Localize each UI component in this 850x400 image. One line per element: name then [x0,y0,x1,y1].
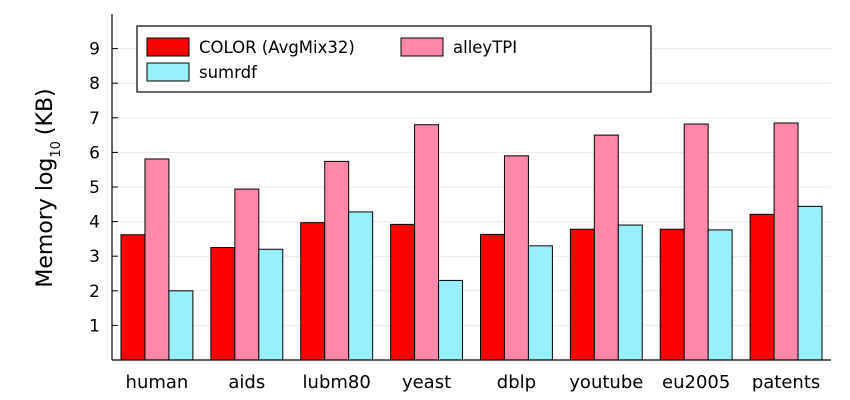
bar-yeast-0 [390,223,416,361]
bar-youtube-0 [569,228,595,361]
bar-eu2005-2 [707,229,733,361]
legend-box [136,25,652,93]
bar-lubm80-2 [348,211,374,361]
legend-label-alleytpi: alleyTPI [453,38,517,57]
y-tick-label: 2 [89,282,100,302]
y-tick-label: 3 [89,247,100,267]
legend-label-sumrdf: sumrdf [199,63,258,82]
y-tick-label: 4 [89,213,100,233]
legend-swatch-alleytpi [400,37,444,57]
bar-eu2005-1 [683,123,709,361]
legend: COLOR (AvgMix32) alleyTPI sumrdf [136,25,652,93]
bar-lubm80-0 [300,222,326,361]
x-tick-label-yeast: yeast [402,372,451,393]
bar-dblp-2 [527,245,553,361]
x-tick-label-aids: aids [228,372,265,393]
x-tick-label-youtube: youtube [569,372,643,393]
y-tick-label: 5 [89,178,100,198]
bar-eu2005-0 [659,228,685,361]
y-tick-label: 1 [89,316,100,336]
bar-human-1 [144,158,170,361]
bar-aids-0 [210,247,236,361]
bar-lubm80-1 [324,160,350,361]
bar-aids-1 [234,188,260,361]
bar-dblp-1 [503,155,529,361]
x-tick-label-lubm80: lubm80 [303,372,371,393]
bar-yeast-2 [438,279,464,361]
x-tick-label-dblp: dblp [497,372,536,393]
y-tick-label: 8 [89,74,100,94]
legend-swatch-color [146,37,190,57]
bar-patents-0 [749,213,775,361]
bar-patents-1 [773,122,799,361]
bar-youtube-2 [617,224,643,361]
legend-swatch-sumrdf [146,62,190,82]
bar-patents-2 [797,205,823,361]
x-tick-label-patents: patents [752,372,820,393]
bar-dblp-0 [479,233,505,361]
legend-label-color: COLOR (AvgMix32) [199,38,355,57]
bar-youtube-1 [593,134,619,361]
x-tick-label-human: human [126,372,189,393]
bar-yeast-1 [414,124,440,361]
bar-aids-2 [258,248,284,361]
y-tick-label: 9 [89,40,100,60]
y-tick-label: 7 [89,109,100,129]
y-tick-label: 6 [89,143,100,163]
x-tick-labels: human aids lubm80 yeast dblp youtube eu2005 pat… [126,372,821,393]
bar-human-0 [120,234,146,361]
y-axis-title: Memory log10(KB) [33,88,64,287]
x-tick-label-eu2005: eu2005 [662,372,730,393]
bars [120,122,823,361]
y-ticks: 1 2 3 4 5 6 7 8 9 [89,40,118,336]
bar-human-2 [168,290,194,361]
